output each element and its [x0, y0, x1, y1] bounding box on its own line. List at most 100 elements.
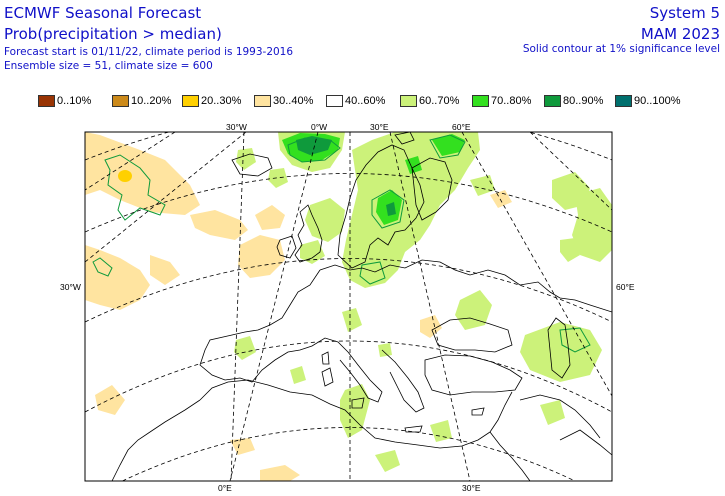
meridian [529, 132, 612, 211]
legend-label: 80..90% [563, 95, 604, 107]
subtitle: Prob(precipitation > median) [4, 25, 222, 43]
shade-patch [430, 420, 452, 442]
legend-label: 90..100% [634, 95, 681, 107]
coast-svalbard [394, 132, 415, 145]
legend-item: 80..90% [544, 94, 603, 108]
legend-swatch [254, 95, 271, 107]
meridian [461, 132, 612, 397]
legend-swatch [38, 95, 55, 107]
meridian [230, 132, 245, 481]
coast-crete [404, 425, 423, 433]
legend-swatch [615, 95, 632, 107]
legend-label: 0..10% [57, 95, 92, 107]
shade-patch [305, 198, 345, 242]
legend-swatch [112, 95, 129, 107]
season-title: MAM 2023 [640, 25, 720, 43]
legend-item: 60..70% [400, 94, 459, 108]
shade-patch [455, 290, 492, 330]
coast-turkey [424, 354, 523, 396]
coast-sicily [351, 397, 365, 409]
top-coord-label: 30°W [226, 122, 247, 132]
shade-patch [296, 136, 332, 155]
legend-item: 10..20% [112, 94, 171, 108]
coast-finland [411, 157, 453, 221]
shade-patch [520, 322, 602, 382]
legend-swatch [472, 95, 489, 107]
shade-patch [118, 170, 132, 182]
coast-sardinia [321, 367, 334, 387]
shade-patch [190, 210, 248, 240]
legend-label: 30..40% [273, 95, 314, 107]
coast-balkans [381, 349, 425, 413]
shade-patch [540, 400, 565, 425]
sig-contour [359, 261, 386, 285]
coastlines [111, 132, 612, 481]
legend-item: 0..10% [38, 94, 91, 108]
legend-item: 40..60% [326, 94, 385, 108]
parallel [121, 427, 576, 481]
shade-patch [260, 465, 300, 481]
shade-patch [150, 255, 180, 285]
ensemble-info: Ensemble size = 51, climate size = 600 [4, 60, 213, 72]
shade-patch [342, 308, 362, 332]
top-coord-label: 0°W [311, 122, 328, 132]
shade-patch [342, 132, 480, 288]
coast-italy [337, 341, 383, 403]
legend-swatch [182, 95, 199, 107]
legend-label: 20..30% [201, 95, 242, 107]
meridian [389, 132, 471, 481]
legend-label: 70..80% [491, 95, 532, 107]
parallel [85, 132, 612, 161]
graticule [85, 132, 612, 481]
coast-uk [294, 204, 323, 263]
shade-patch [290, 366, 306, 384]
shade-patch [85, 245, 150, 310]
parallel [85, 173, 612, 233]
title: ECMWF Seasonal Forecast [4, 4, 202, 22]
coast-cyprus [471, 407, 485, 416]
shade-patch [95, 385, 125, 415]
bottom-coord-label: 30°E [462, 483, 481, 493]
legend-swatch [326, 95, 343, 107]
right-coord-label: 60°E [616, 282, 635, 292]
shade-patch [572, 188, 612, 262]
top-coord-label: 60°E [452, 122, 471, 132]
shade-patch [420, 315, 442, 338]
shade-patch [432, 134, 465, 156]
coast-levant [489, 391, 513, 433]
sig-contour [287, 137, 341, 163]
significance-note: Solid contour at 1% significance level [522, 43, 720, 55]
legend-item: 90..100% [615, 94, 680, 108]
meridian [229, 132, 319, 481]
forecast-info: Forecast start is 01/11/22, climate peri… [4, 46, 294, 58]
coast-africa-west [111, 399, 201, 481]
map-frame [84, 131, 613, 482]
shade-patch [560, 238, 580, 262]
sig-contour [559, 327, 591, 353]
shade-patch [386, 202, 396, 216]
shade-patch [378, 343, 392, 357]
legend-item: 70..80% [472, 94, 531, 108]
meridian [85, 132, 176, 191]
shade-patch [375, 450, 400, 472]
sig-contour [371, 189, 405, 229]
shade-patch [405, 156, 422, 174]
legend-label: 10..20% [131, 95, 172, 107]
coast-blacksea [431, 317, 513, 353]
shade-patch [490, 190, 512, 208]
shade-patch [236, 148, 256, 170]
shading-20-30 [118, 170, 132, 182]
sig-contour [92, 257, 113, 277]
legend-label: 60..70% [419, 95, 460, 107]
sig-contour [104, 154, 166, 221]
left-coord-label: 30°W [60, 282, 81, 292]
coast-continent [319, 259, 612, 313]
legend-swatch [400, 95, 417, 107]
coast-iceland [231, 153, 273, 177]
shade-patch [300, 240, 325, 264]
coast-france-iberia [199, 269, 339, 383]
coast-scandinavia [337, 144, 425, 269]
coast-redsea [489, 431, 531, 481]
shade-patch [255, 205, 285, 230]
